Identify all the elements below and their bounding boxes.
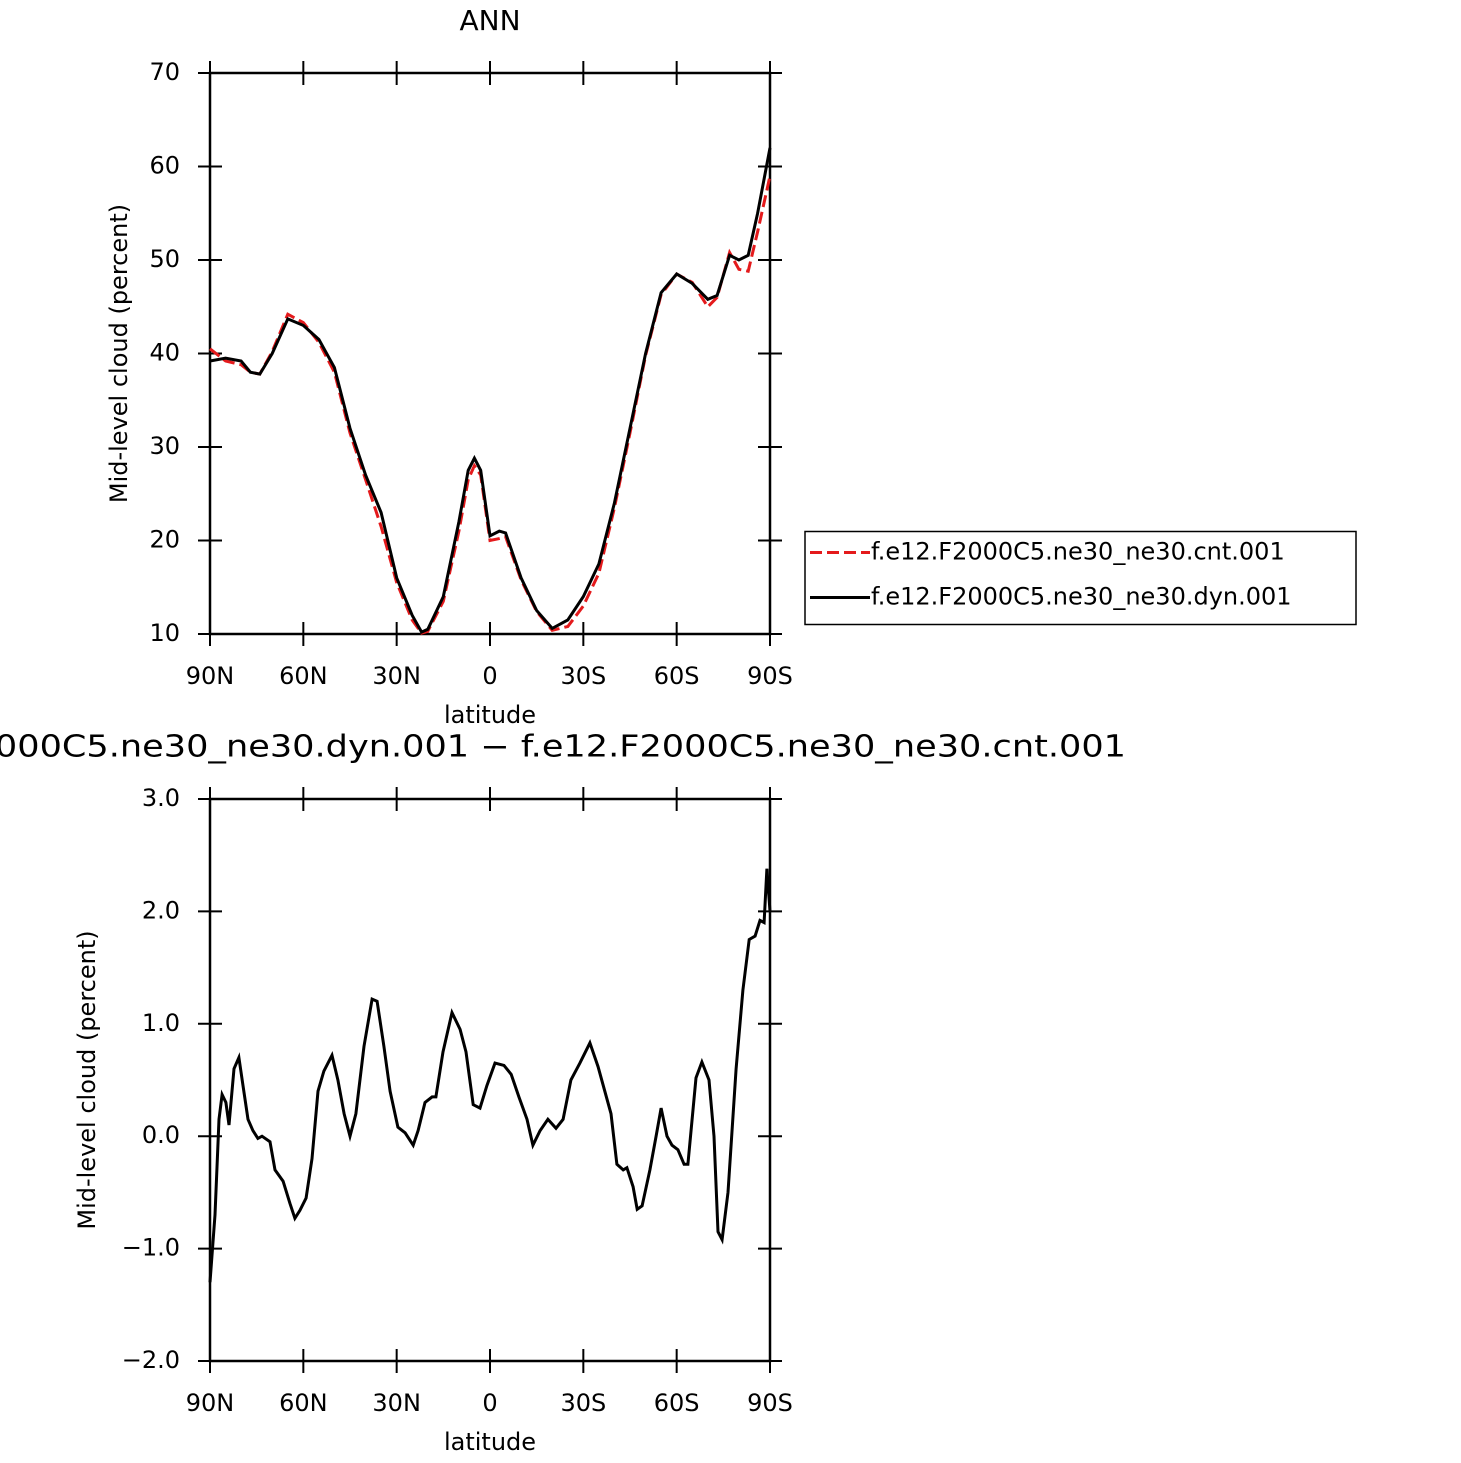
x-tick-label: 60N: [279, 662, 328, 690]
data-line: [209, 175, 772, 635]
x-tick-label: 0: [482, 662, 497, 690]
y-tick-label: 20: [149, 526, 180, 554]
x-tick-label: 30N: [372, 662, 421, 690]
y-tick-label: 30: [149, 432, 180, 460]
legend-label: f.e12.F2000C5.ne30_ne30.dyn.001: [871, 583, 1292, 611]
x-tick-label: 90S: [747, 1389, 793, 1417]
data-line: [209, 147, 772, 635]
x-tick-label: 30S: [560, 1389, 606, 1417]
x-tick-label: 60S: [654, 662, 700, 690]
plot-frame: [208, 71, 772, 636]
x-tick-label: 90N: [186, 1389, 235, 1417]
y-tick-label: 3.0: [142, 784, 180, 812]
y-tick-label: −1.0: [122, 1234, 180, 1262]
x-tick-label: 60N: [279, 1389, 328, 1417]
x-tick-label: 60S: [654, 1389, 700, 1417]
x-axis-label: latitude: [444, 1428, 536, 1456]
legend-label: f.e12.F2000C5.ne30_ne30.cnt.001: [871, 538, 1285, 566]
chart-title: f.e12.F2000C5.ne30_ne30.dyn.001 − f.e12.…: [0, 730, 1126, 765]
legend-box: [804, 530, 1357, 626]
x-tick-label: 90S: [747, 662, 793, 690]
y-tick-label: 70: [149, 58, 180, 86]
y-tick-label: 2.0: [142, 896, 180, 924]
y-tick-label: 1.0: [142, 1009, 180, 1037]
chart-title: ANN: [459, 4, 520, 37]
y-axis-label: Mid-level cloud (percent): [73, 930, 101, 1229]
y-tick-label: 50: [149, 245, 180, 273]
y-tick-label: 40: [149, 339, 180, 367]
y-axis-label: Mid-level cloud (percent): [105, 204, 133, 503]
y-tick-label: 60: [149, 152, 180, 180]
x-tick-label: 30S: [560, 662, 606, 690]
x-tick-label: 0: [482, 1389, 497, 1417]
x-tick-label: 30N: [372, 1389, 421, 1417]
x-tick-label: 90N: [186, 662, 235, 690]
y-tick-label: −2.0: [122, 1346, 180, 1374]
x-axis-label: latitude: [444, 701, 536, 729]
y-tick-label: 10: [149, 619, 180, 647]
data-line: [208, 868, 772, 1283]
y-tick-label: 0.0: [142, 1121, 180, 1149]
